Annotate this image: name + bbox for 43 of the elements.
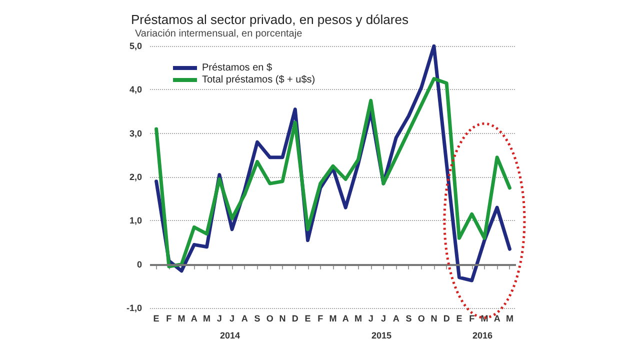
text: 2015 (371, 330, 392, 340)
legend-label: Total préstamos ($ + u$s) (202, 74, 316, 86)
x-tick-label: O (418, 314, 425, 324)
x-tick-label: S (254, 314, 260, 324)
x-tick-label: J (380, 314, 386, 324)
x-tick-label: E (304, 314, 311, 324)
x-tick-label: J (368, 314, 374, 324)
chart-title: Préstamos al sector privado, en pesos y dólares (131, 12, 409, 27)
x-tick-label: A (494, 314, 501, 324)
x-tick-label: J (216, 314, 222, 324)
y-tick-label: 2,0 (129, 172, 142, 182)
y-tick-label: 3,0 (129, 128, 142, 138)
x-tick-label: O (266, 314, 274, 324)
x-tick-label: M (354, 314, 362, 324)
x-tick-label: M (203, 314, 211, 324)
legend-label: Préstamos en $ (202, 62, 272, 74)
x-tick-label: M (178, 314, 186, 324)
x-tick-label: A (342, 314, 350, 324)
x-tick-label: D (443, 314, 450, 324)
x-tick-label: F (469, 314, 476, 324)
x-tick-label: D (292, 314, 299, 324)
x-tick-label: A (190, 314, 198, 324)
y-tick-label: 1,0 (129, 216, 142, 226)
y-tick-label: -1,0 (126, 303, 142, 313)
text: 2016 (472, 330, 492, 340)
x-tick-label: M (506, 314, 514, 324)
x-tick-label: N (279, 314, 286, 324)
line-series (154, 77, 512, 268)
x-tick-label: E (153, 314, 160, 324)
x-tick-label: J (230, 314, 235, 324)
y-tick-label: 5,0 (129, 41, 142, 51)
x-tick-label: E (456, 314, 462, 324)
y-tick-label: 4,0 (129, 84, 142, 95)
x-tick-label: F (166, 314, 172, 324)
x-tick-label: A (392, 314, 400, 324)
x-tick-label: F (318, 314, 324, 324)
x-tick-label: M (329, 314, 337, 324)
x-tick-label: S (406, 314, 412, 324)
text: 2014 (220, 330, 240, 340)
chart-subtitle: Variación intermensual, en porcentaje (135, 28, 303, 40)
y-tick-label: 0 (136, 259, 142, 270)
x-tick-label: A (241, 314, 248, 324)
x-tick-label: N (430, 314, 438, 324)
